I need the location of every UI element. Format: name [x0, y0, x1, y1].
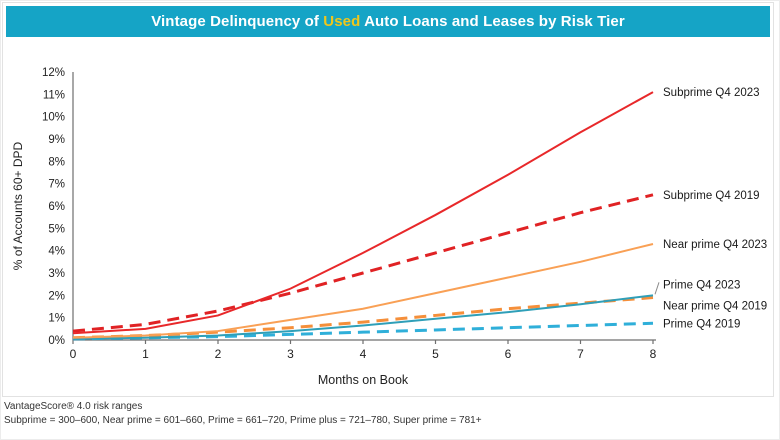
x-tick-label: 4 — [360, 347, 367, 361]
y-tick-label: 11% — [43, 89, 65, 101]
x-tick-label: 1 — [142, 347, 149, 361]
series-line-near-prime-q4-2023 — [72, 242, 654, 339]
x-axis-title: Months on Book — [318, 373, 409, 387]
delinquency-line-chart: 0% 1% 2% 3% 4% 5% 6% 7% 8% 9% 10% 11% 12% 0 1 2 3 4 5 6 7 8 Mo… — [11, 67, 767, 387]
y-tick-label: 0% — [48, 335, 65, 347]
y-tick-label: 7% — [48, 179, 65, 191]
series-label-prime-q4-2019: Prime Q4 2019 — [663, 318, 740, 330]
chart-title-suffix: Auto Loans and Leases by Risk Tier — [360, 13, 625, 30]
x-tick-label: 2 — [215, 347, 222, 361]
y-tick-label: 2% — [48, 290, 65, 302]
chart-title-prefix: Vintage Delinquency of — [151, 13, 324, 30]
series-label-subprime-q4-2019: Subprime Q4 2019 — [663, 190, 760, 202]
y-tick-label: 9% — [48, 134, 65, 146]
y-tick-label: 4% — [48, 246, 65, 258]
footnote-risk-ranges-detail: Subprime = 300–600, Near prime = 601–660… — [4, 414, 482, 426]
x-tick-label: 5 — [432, 347, 439, 361]
chart-title-bar: Vintage Delinquency of Used Auto Loans a… — [6, 6, 770, 37]
x-tick-label: 7 — [577, 347, 584, 361]
y-axis-title: % of Accounts 60+ DPD — [11, 141, 25, 270]
x-tick-label: 6 — [505, 347, 512, 361]
series-label-subprime-q4-2023: Subprime Q4 2023 — [663, 87, 760, 99]
series-line-prime-q4-2023 — [72, 294, 654, 340]
series-label-near-prime-q4-2023: Near prime Q4 2023 — [663, 239, 767, 251]
y-tick-label: 8% — [48, 156, 65, 168]
chart-title-highlight: Used — [323, 13, 361, 30]
series-label-near-prime-q4-2019: Near prime Q4 2019 — [663, 301, 767, 313]
chart-card: Vintage Delinquency of Used Auto Loans a… — [2, 2, 774, 397]
x-tick-label: 8 — [650, 347, 657, 361]
y-tick-label: 6% — [48, 201, 65, 213]
footnote-risk-ranges-title: VantageScore® 4.0 risk ranges — [4, 401, 143, 412]
y-tick-label: 3% — [48, 268, 65, 280]
series-line-subprime-q4-2023 — [72, 91, 654, 335]
label-leader-line — [654, 282, 660, 295]
y-tick-label: 10% — [42, 112, 65, 124]
y-tick-label: 5% — [48, 223, 65, 235]
footnotes: VantageScore® 4.0 risk ranges Subprime =… — [4, 400, 482, 427]
x-tick-label: 0 — [70, 347, 77, 361]
y-tick-label: 1% — [48, 313, 65, 325]
series-label-prime-q4-2023: Prime Q4 2023 — [663, 279, 740, 291]
series-line-subprime-q4-2019 — [72, 193, 654, 333]
y-tick-label: 12% — [42, 67, 65, 79]
chart-title: Vintage Delinquency of Used Auto Loans a… — [151, 13, 625, 30]
x-tick-label: 3 — [287, 347, 294, 361]
